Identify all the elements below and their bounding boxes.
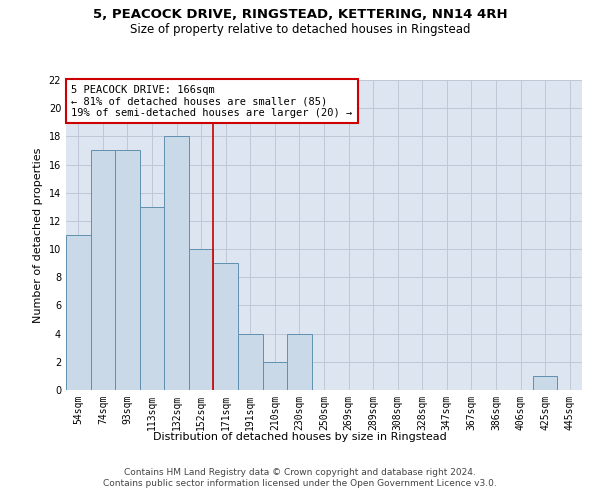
Bar [189, 249, 214, 390]
Bar [533, 376, 557, 390]
Text: Size of property relative to detached houses in Ringstead: Size of property relative to detached ho… [130, 22, 470, 36]
Bar [164, 136, 189, 390]
Text: Contains HM Land Registry data © Crown copyright and database right 2024.
Contai: Contains HM Land Registry data © Crown c… [103, 468, 497, 487]
Bar [91, 150, 115, 390]
Y-axis label: Number of detached properties: Number of detached properties [33, 148, 43, 322]
Bar [263, 362, 287, 390]
Text: 5 PEACOCK DRIVE: 166sqm
← 81% of detached houses are smaller (85)
19% of semi-de: 5 PEACOCK DRIVE: 166sqm ← 81% of detache… [71, 84, 352, 118]
Bar [238, 334, 263, 390]
Text: Distribution of detached houses by size in Ringstead: Distribution of detached houses by size … [153, 432, 447, 442]
Bar [115, 150, 140, 390]
Text: 5, PEACOCK DRIVE, RINGSTEAD, KETTERING, NN14 4RH: 5, PEACOCK DRIVE, RINGSTEAD, KETTERING, … [92, 8, 508, 20]
Bar [287, 334, 312, 390]
Bar [66, 235, 91, 390]
Bar [214, 263, 238, 390]
Bar [140, 207, 164, 390]
